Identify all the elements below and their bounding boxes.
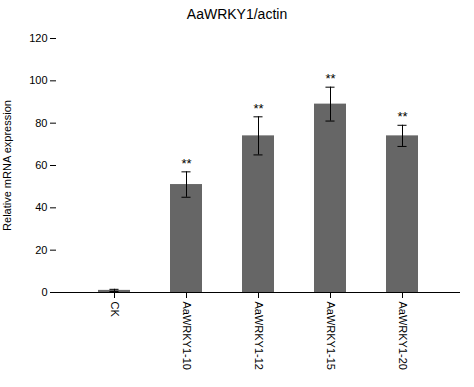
svg-text:20: 20 (35, 244, 47, 256)
svg-text:AaWRKY1-15: AaWRKY1-15 (325, 302, 337, 370)
svg-text:0: 0 (41, 286, 47, 298)
svg-text:**: ** (325, 71, 335, 86)
svg-text:AaWRKY1-20: AaWRKY1-20 (397, 302, 409, 370)
svg-text:120: 120 (29, 32, 47, 44)
svg-text:80: 80 (35, 117, 47, 129)
svg-text:**: ** (181, 156, 191, 171)
html-text:AaWRKY1/actin: AaWRKY1/actin (186, 6, 288, 22)
svg-text:100: 100 (29, 74, 47, 86)
svg-text:40: 40 (35, 201, 47, 213)
svg-text:AaWRKY1-10: AaWRKY1-10 (181, 302, 193, 370)
svg-text:**: ** (253, 101, 263, 116)
svg-text:**: ** (397, 109, 407, 124)
svg-text:60: 60 (35, 159, 47, 171)
svg-text:Relative mRNA expression: Relative mRNA expression (1, 100, 13, 231)
svg-text:AaWRKY1-12: AaWRKY1-12 (253, 302, 265, 370)
svg-text:CK: CK (109, 302, 121, 318)
